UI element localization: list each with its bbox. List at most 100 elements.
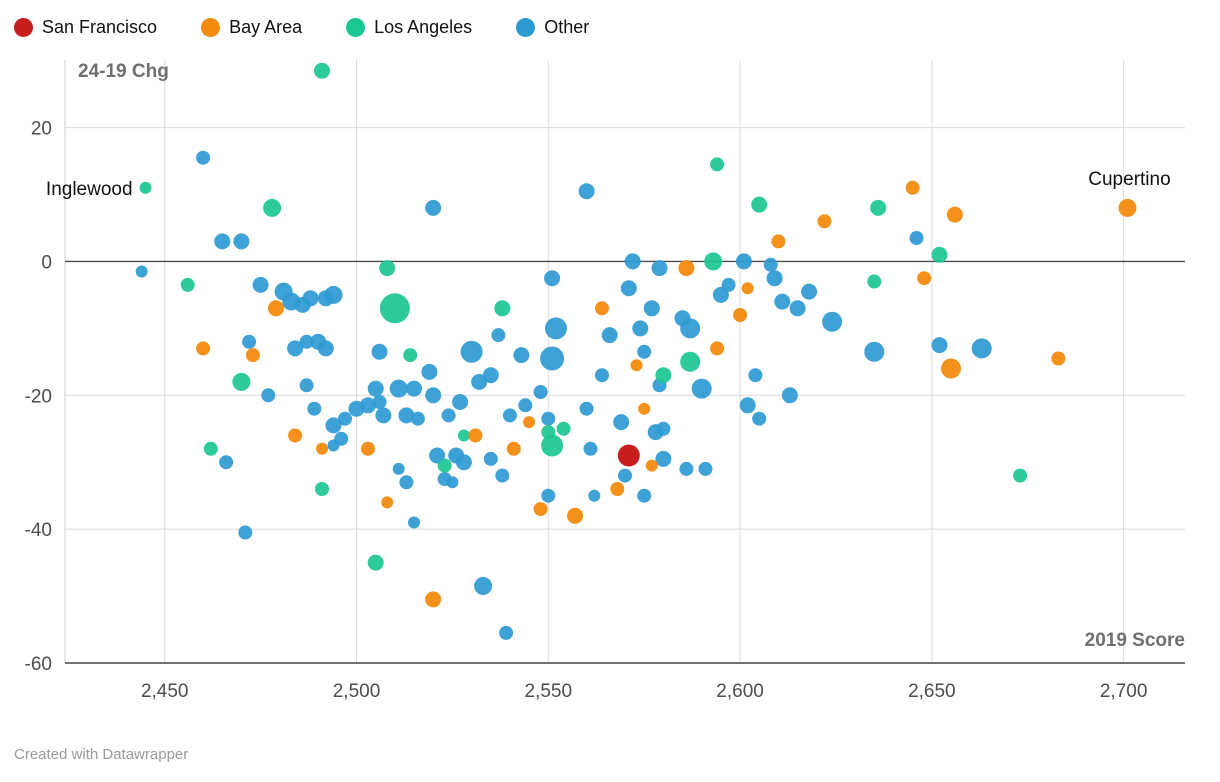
data-point-other[interactable]: [541, 411, 556, 426]
data-point-other[interactable]: [533, 385, 548, 399]
data-point-other[interactable]: [334, 431, 349, 446]
data-point-other[interactable]: [578, 183, 595, 200]
data-point-bay-area[interactable]: [468, 428, 483, 443]
data-point-other[interactable]: [583, 441, 598, 456]
data-point-other[interactable]: [214, 233, 231, 250]
data-point-los-angeles[interactable]: [314, 62, 330, 79]
data-point-other[interactable]: [632, 320, 649, 337]
data-point-other[interactable]: [392, 462, 405, 475]
data-point-other[interactable]: [482, 367, 499, 384]
data-point-other[interactable]: [196, 150, 211, 165]
data-point-other[interactable]: [299, 334, 314, 349]
data-point-bay-area[interactable]: [710, 341, 725, 356]
data-point-los-angeles[interactable]: [704, 252, 723, 271]
data-point-other[interactable]: [579, 401, 594, 416]
data-point-los-angeles[interactable]: [367, 554, 384, 571]
data-point-other[interactable]: [302, 290, 319, 307]
scatter-chart[interactable]: 2,450 2,500 2,550 2,600 2,650 2,700 20 0 -20 -40 -…: [0, 50, 1220, 730]
data-point-other[interactable]: [135, 265, 148, 278]
data-point-bay-area[interactable]: [533, 502, 548, 517]
data-point-other[interactable]: [491, 328, 506, 343]
data-point-other[interactable]: [721, 277, 736, 292]
data-point-other[interactable]: [425, 199, 442, 216]
data-point-bay-area[interactable]: [946, 206, 963, 223]
data-point-other[interactable]: [637, 344, 652, 359]
data-point-los-angeles[interactable]: [541, 434, 564, 457]
data-point-other[interactable]: [739, 397, 756, 414]
data-point-other[interactable]: [233, 233, 250, 250]
data-point-bay-area[interactable]: [567, 507, 584, 524]
data-point-other[interactable]: [691, 378, 712, 399]
data-point-other[interactable]: [518, 398, 533, 413]
data-point-los-angeles[interactable]: [655, 367, 672, 384]
data-point-los-angeles[interactable]: [710, 157, 725, 172]
data-point-other[interactable]: [317, 340, 334, 357]
data-point-los-angeles[interactable]: [494, 300, 511, 317]
data-point-other[interactable]: [781, 387, 798, 404]
data-point-other[interactable]: [338, 411, 352, 426]
data-point-los-angeles[interactable]: [379, 260, 396, 277]
data-point-bay-area[interactable]: [645, 459, 658, 472]
data-point-los-angeles[interactable]: [1013, 468, 1028, 483]
data-point-los-angeles[interactable]: [867, 274, 882, 289]
data-point-other[interactable]: [360, 397, 376, 414]
data-point-los-angeles[interactable]: [232, 372, 251, 391]
data-point-bay-area[interactable]: [941, 358, 961, 379]
data-point-other[interactable]: [408, 516, 420, 529]
data-point-los-angeles[interactable]: [556, 421, 571, 436]
data-point-san-francisco[interactable]: [617, 444, 640, 467]
data-point-other[interactable]: [601, 327, 618, 344]
data-point-other[interactable]: [655, 450, 672, 467]
data-point-other[interactable]: [474, 577, 493, 595]
data-point-other[interactable]: [712, 286, 729, 303]
data-point-bay-area[interactable]: [523, 416, 536, 429]
data-point-los-angeles[interactable]: [457, 429, 470, 442]
data-point-bay-area[interactable]: [917, 271, 932, 286]
data-point-bay-area[interactable]: [741, 282, 754, 295]
data-point-los-angeles[interactable]: [203, 441, 218, 456]
data-point-other[interactable]: [541, 488, 556, 503]
data-point-bay-area[interactable]: [1118, 198, 1137, 217]
data-point-other[interactable]: [931, 337, 948, 354]
data-point-other[interactable]: [502, 408, 517, 423]
data-point-other[interactable]: [252, 276, 269, 293]
data-point-other[interactable]: [656, 421, 671, 436]
data-point-other[interactable]: [643, 300, 660, 317]
data-point-bay-area[interactable]: [733, 308, 748, 322]
data-point-other[interactable]: [763, 257, 778, 272]
data-point-other[interactable]: [299, 378, 314, 393]
data-point-other[interactable]: [789, 300, 806, 317]
data-point-bay-area[interactable]: [381, 496, 394, 509]
data-point-bay-area[interactable]: [316, 442, 328, 455]
data-point-other[interactable]: [499, 625, 514, 640]
data-point-los-angeles[interactable]: [263, 198, 282, 217]
data-point-other[interactable]: [618, 468, 632, 483]
data-point-other[interactable]: [242, 334, 257, 349]
data-point-other[interactable]: [406, 380, 422, 397]
data-point-bay-area[interactable]: [771, 234, 786, 249]
data-point-bay-area[interactable]: [288, 428, 303, 443]
data-point-bay-area[interactable]: [245, 348, 260, 363]
data-point-bay-area[interactable]: [638, 402, 651, 415]
data-point-other[interactable]: [620, 280, 637, 297]
data-point-other[interactable]: [679, 461, 694, 476]
data-point-other[interactable]: [307, 401, 322, 416]
data-point-other[interactable]: [455, 454, 472, 471]
data-point-bay-area[interactable]: [196, 341, 211, 356]
data-point-other[interactable]: [389, 379, 408, 398]
data-point-other[interactable]: [219, 455, 234, 470]
data-point-other[interactable]: [425, 387, 442, 404]
data-point-los-angeles[interactable]: [403, 348, 418, 363]
data-point-other[interactable]: [446, 476, 459, 489]
data-point-bay-area[interactable]: [817, 214, 832, 229]
data-point-other[interactable]: [367, 380, 384, 397]
data-point-bay-area[interactable]: [905, 180, 920, 195]
data-point-other[interactable]: [544, 270, 561, 287]
data-point-other[interactable]: [421, 363, 438, 380]
data-point-bay-area[interactable]: [361, 441, 375, 456]
data-point-other[interactable]: [651, 260, 668, 277]
data-point-bay-area[interactable]: [678, 260, 695, 277]
data-point-other[interactable]: [513, 347, 530, 364]
data-point-other[interactable]: [971, 338, 992, 359]
data-point-bay-area[interactable]: [595, 301, 609, 316]
